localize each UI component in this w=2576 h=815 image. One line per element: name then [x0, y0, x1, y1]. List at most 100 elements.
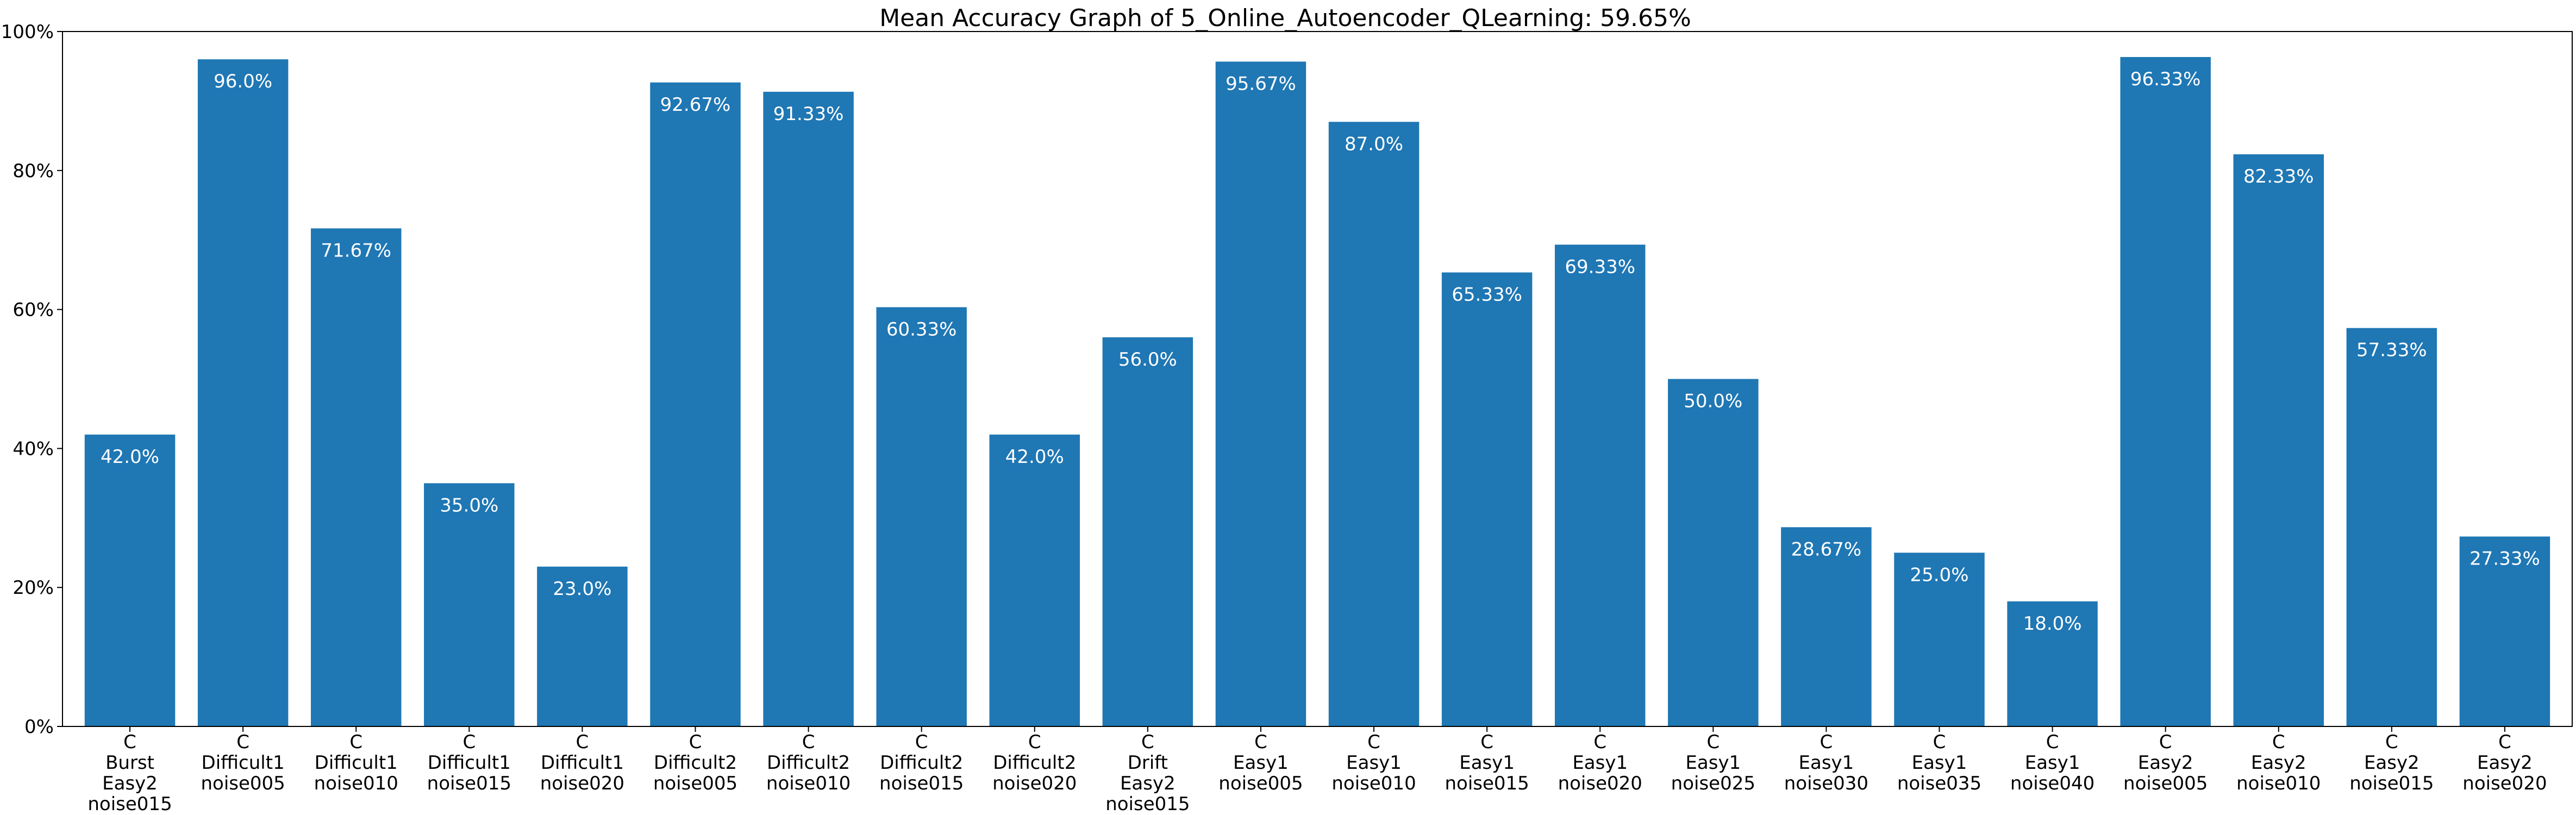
x-tick-label: Easy2	[2477, 752, 2533, 774]
x-tick-label: noise010	[766, 773, 851, 794]
x-tick-label: Easy2	[102, 773, 158, 794]
bar	[763, 91, 854, 727]
x-tick-label: noise015	[87, 793, 172, 815]
x-tick-label: Easy1	[1572, 752, 1628, 774]
x-tick-label: Burst	[105, 752, 154, 774]
bar	[1554, 244, 1646, 726]
x-tick-label: Difficult1	[202, 752, 285, 774]
data-label: 71.67%	[321, 240, 391, 261]
bar	[2346, 328, 2437, 726]
bars	[84, 57, 2550, 727]
x-tick-label: noise015	[1105, 793, 1190, 815]
x-tick-label: noise010	[2236, 773, 2321, 794]
data-label: 27.33%	[2469, 548, 2540, 569]
x-tick-label: C	[576, 731, 589, 753]
bar	[1894, 553, 1985, 726]
x-tick-label: C	[689, 731, 702, 753]
y-tick-label: 80%	[12, 160, 54, 182]
data-label: 82.33%	[2243, 166, 2314, 187]
bar	[1781, 527, 1872, 726]
x-tick-label: C	[2046, 731, 2059, 753]
bar	[424, 483, 515, 726]
x-tick-label: noise005	[2123, 773, 2208, 794]
data-label: 25.0%	[1910, 564, 1968, 586]
y-axis: 0% 20% 40% 60% 80% 100%	[1, 21, 62, 738]
x-tick-label: C	[462, 731, 476, 753]
x-tick-label: Easy1	[1459, 752, 1515, 774]
x-tick-label: Easy2	[1120, 773, 1176, 794]
x-tick-label: C	[2272, 731, 2285, 753]
bar	[2233, 154, 2324, 727]
x-tick-label: Easy2	[2138, 752, 2193, 774]
x-tick-label: C	[1254, 731, 1267, 753]
x-tick-label: noise030	[1784, 773, 1868, 794]
x-tick-label: C	[1593, 731, 1606, 753]
data-labels: 42.0% 96.0% 71.67% 35.0% 23.0% 92.67% 91.33% 60…	[101, 68, 2540, 635]
x-tick-label: noise010	[314, 773, 398, 794]
chart-title: Mean Accuracy Graph of 5_Online_Autoenco…	[879, 4, 1691, 32]
bar	[84, 434, 176, 726]
bar	[1102, 337, 1193, 726]
bar	[310, 228, 402, 726]
x-tick-label: noise025	[1671, 773, 1755, 794]
bar	[2007, 601, 2098, 726]
data-label: 56.0%	[1118, 349, 1177, 371]
data-label: 23.0%	[553, 578, 611, 600]
x-tick-label: C	[802, 731, 815, 753]
data-label: 42.0%	[1005, 446, 1064, 468]
x-tick-label: Difficult1	[428, 752, 511, 774]
bar	[989, 434, 1080, 726]
x-tick-label: noise020	[2462, 773, 2547, 794]
data-label: 35.0%	[440, 494, 498, 516]
x-tick-label: C	[2159, 731, 2172, 753]
x-tick-label: Difficult2	[654, 752, 737, 774]
x-tick-label: Difficult2	[767, 752, 850, 774]
x-tick-label: Difficult2	[993, 752, 1076, 774]
data-label: 95.67%	[1226, 73, 1296, 95]
x-tick-label: noise015	[879, 773, 964, 794]
bar	[876, 307, 967, 726]
x-tick-label: noise020	[992, 773, 1077, 794]
x-tick-label: noise020	[540, 773, 624, 794]
x-tick-label: noise015	[427, 773, 511, 794]
bar	[537, 566, 628, 726]
x-tick-label: noise015	[1445, 773, 1529, 794]
x-tick-label: noise015	[2349, 773, 2434, 794]
x-tick-label: C	[1480, 731, 1493, 753]
y-tick-label: 60%	[12, 299, 54, 321]
y-tick-label: 20%	[12, 577, 54, 599]
bar	[1441, 272, 1533, 726]
x-tick-label: Easy1	[1685, 752, 1741, 774]
x-tick-label: Drift	[1128, 752, 1168, 774]
y-tick-label: 100%	[1, 21, 54, 43]
x-tick-label: noise020	[1558, 773, 1642, 794]
x-tick-label: noise040	[2010, 773, 2094, 794]
data-label: 87.0%	[1345, 133, 1403, 155]
x-tick-label: Difficult1	[315, 752, 398, 774]
x-tick-label: Difficult2	[880, 752, 963, 774]
data-label: 60.33%	[886, 318, 957, 340]
x-axis: CBurstEasy2noise015CDifficult1noise005CD…	[87, 726, 2547, 815]
x-tick-label: C	[1367, 731, 1380, 753]
data-label: 96.33%	[2130, 68, 2201, 90]
x-tick-label: Easy1	[1233, 752, 1289, 774]
data-label: 28.67%	[1791, 538, 1862, 560]
x-tick-label: C	[123, 731, 136, 753]
x-tick-label: noise005	[653, 773, 737, 794]
bar	[1668, 379, 1759, 726]
bar	[1328, 122, 1420, 726]
x-tick-label: Easy1	[1912, 752, 1967, 774]
bar	[2120, 57, 2211, 726]
x-tick-label: C	[2498, 731, 2511, 753]
plot-frame	[62, 31, 2573, 727]
data-label: 91.33%	[773, 103, 844, 125]
bar	[197, 59, 289, 726]
data-label: 42.0%	[101, 446, 159, 468]
x-tick-label: noise005	[1218, 773, 1303, 794]
x-tick-label: Easy1	[1799, 752, 1854, 774]
x-tick-label: C	[1933, 731, 1946, 753]
x-tick-label: Easy2	[2251, 752, 2306, 774]
x-tick-label: C	[349, 731, 362, 753]
